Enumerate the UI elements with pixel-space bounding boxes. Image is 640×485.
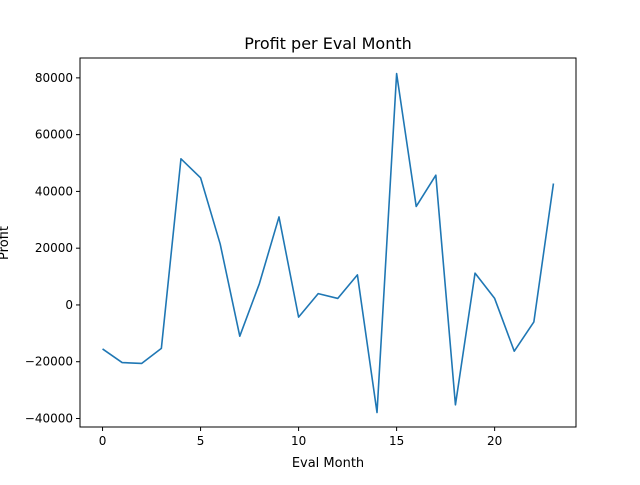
y-tick-label: 0 (65, 298, 73, 312)
y-axis-label: Profit (0, 226, 12, 260)
series-line (102, 72, 555, 414)
y-tick-label: 40000 (35, 184, 73, 198)
plot-area (102, 72, 555, 414)
x-tick-label: 15 (389, 434, 404, 448)
x-tick-label: 5 (197, 434, 205, 448)
y-tick-label: −40000 (25, 411, 73, 425)
chart-title: Profit per Eval Month (244, 34, 412, 53)
y-tick-label: 60000 (35, 128, 73, 142)
y-tick-label: 20000 (35, 241, 73, 255)
x-tick-label: 10 (291, 434, 306, 448)
axes-frame (79, 57, 577, 428)
x-tick-label: 0 (99, 434, 107, 448)
x-tick-label: 20 (487, 434, 502, 448)
x-axis-label: Eval Month (292, 456, 364, 471)
x-axis: 0 5 10 15 20 (99, 427, 502, 448)
y-tick-label: 80000 (35, 71, 73, 85)
y-tick-label: −20000 (25, 355, 73, 369)
y-axis: −40000 −20000 0 20000 40000 60000 80000 (25, 71, 80, 425)
